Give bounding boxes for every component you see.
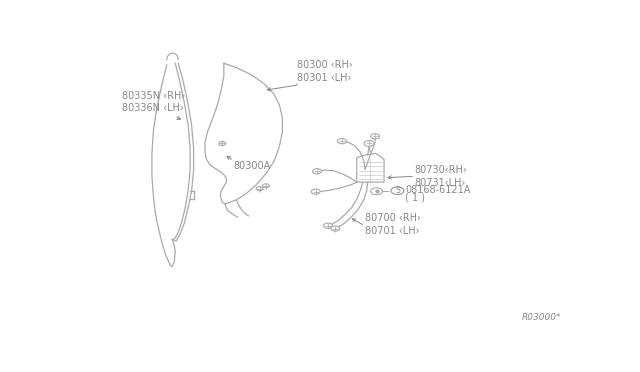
Circle shape: [364, 141, 374, 146]
Text: 80300 ‹RH›
80301 ‹LH›: 80300 ‹RH› 80301 ‹LH›: [297, 60, 353, 83]
Circle shape: [311, 189, 320, 194]
Circle shape: [371, 134, 380, 139]
Text: 80300A: 80300A: [234, 161, 271, 171]
Circle shape: [256, 187, 263, 191]
Circle shape: [219, 141, 226, 145]
Circle shape: [337, 139, 346, 144]
Text: 80730‹RH›
80731‹LH›: 80730‹RH› 80731‹LH›: [415, 165, 468, 187]
Circle shape: [262, 184, 269, 188]
Text: ( 1 ): ( 1 ): [405, 192, 425, 202]
Circle shape: [331, 226, 340, 231]
Circle shape: [312, 169, 321, 174]
Text: 80700 ‹RH›
80701 ‹LH›: 80700 ‹RH› 80701 ‹LH›: [365, 213, 421, 236]
Text: S: S: [395, 186, 400, 195]
Text: 80335N ‹RH›
80336N ‹LH›: 80335N ‹RH› 80336N ‹LH›: [122, 91, 186, 113]
Circle shape: [324, 223, 332, 228]
Text: 08168-6121A: 08168-6121A: [405, 185, 470, 195]
Text: R03000*: R03000*: [522, 314, 561, 323]
